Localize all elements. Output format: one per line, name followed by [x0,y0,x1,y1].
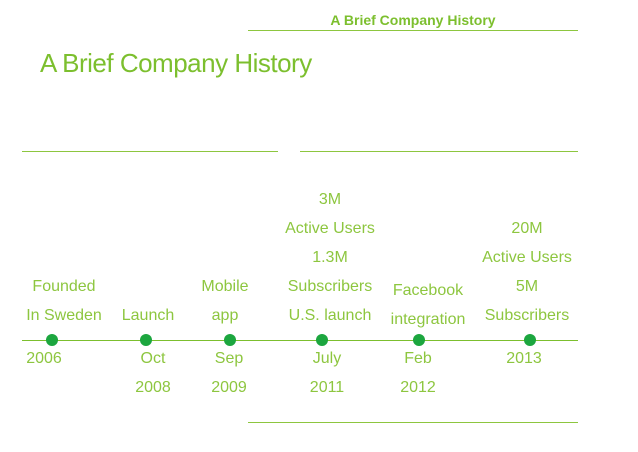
event-date: Sep [214,350,244,367]
event-date: 2006 [26,350,62,367]
event-mobile-date: Sep 2009 [211,344,247,402]
event-text: Active Users [285,220,375,237]
event-us-launch-date: July 2011 [310,344,344,402]
event-text: Active Users [482,249,572,266]
event-us-launch-description: 3M Active Users 1.3M Subscribers U.S. la… [285,185,375,330]
event-mobile-description: Mobile app [201,272,248,330]
event-date: Feb [404,350,432,367]
event-date: 2012 [400,379,436,396]
page-title: A Brief Company History [40,48,312,78]
event-text: 3M [318,191,342,208]
timeline-dot [224,334,236,346]
event-text: 20M [511,220,543,237]
header-underline [248,30,578,31]
event-founded-description: Founded In Sweden [26,272,102,330]
event-date: Oct [140,350,166,367]
event-text: Mobile [201,278,249,295]
divider-right [300,151,578,152]
event-text: Launch [121,307,175,324]
event-text: U.S. launch [288,307,372,324]
event-text: Subscribers [287,278,373,295]
event-text: integration [390,311,466,328]
timeline-dot [316,334,328,346]
event-text: Founded [32,278,96,295]
event-2013-date: 2013 [506,344,542,373]
event-date: 2013 [506,350,542,367]
event-launch-date: Oct 2008 [135,344,171,402]
event-launch-description: Launch [122,301,175,330]
event-text: Subscribers [484,307,570,324]
timeline-dot [524,334,536,346]
event-facebook-description: Facebook integration [391,276,466,334]
event-date: 2011 [309,379,345,396]
event-facebook-date: Feb 2012 [400,344,436,402]
event-text: In Sweden [26,307,102,324]
timeline-dot [413,334,425,346]
event-text: app [211,307,239,324]
timeline-dot [46,334,58,346]
event-text: 5M [515,278,539,295]
divider-left [22,151,278,152]
slide-header: A Brief Company History [330,12,496,28]
event-text: 1.3M [312,249,348,266]
event-date: July [312,350,342,367]
timeline-dot [140,334,152,346]
event-date: 2008 [135,379,171,396]
event-date: 2009 [211,379,247,396]
footer-divider [248,422,578,423]
event-text: Facebook [392,282,464,299]
event-2013-description: 20M Active Users 5M Subscribers [482,214,572,330]
timeline-axis [22,340,578,341]
event-founded-date: 2006 [26,344,62,373]
